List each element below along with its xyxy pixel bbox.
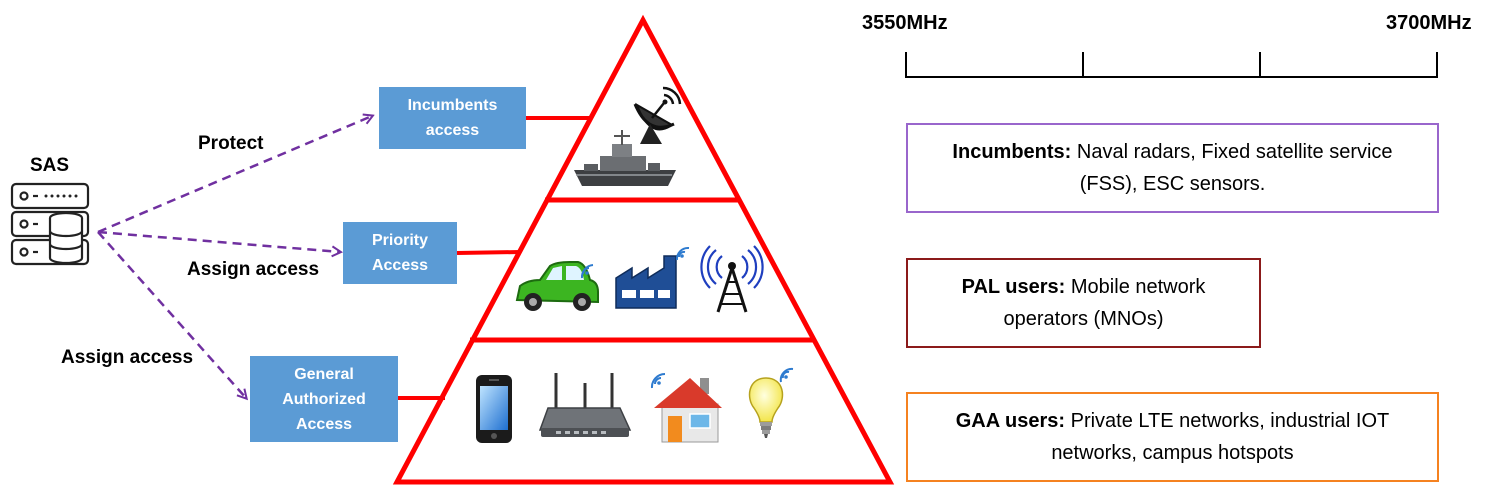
naval-ship-icon [574,130,676,186]
pal-description-head: PAL users: [961,276,1066,298]
sas-label: SAS [30,155,70,176]
general-access-line1: General [294,365,354,383]
incumbents-access-line1: Incumbents [407,97,498,114]
incumbents-description-box: Incumbents: Naval radars, Fixed satellit… [906,123,1439,213]
protect-arrow [97,116,372,234]
assign-access-general-label: Assign access [61,347,194,368]
gaa-description-head: GAA users: [955,410,1066,432]
incumbents-description-head: Incumbents: [952,141,1072,163]
spectrum-start-label: 3550MHz [862,12,948,34]
spectrum-ruler [905,52,1438,78]
pal-description-text1: Mobile network [1065,276,1206,298]
general-access-line3: Access [295,415,353,433]
pal-description-box: PAL users: Mobile network operators (MNO… [906,258,1261,348]
incumbents-access-box: Incumbents access [379,87,526,149]
sas-arrows [97,116,372,398]
assign-general-arrow [97,231,246,398]
gaa-description-box: GAA users: Private LTE networks, industr… [906,392,1439,482]
gaa-description-text2: networks, campus hotspots [1051,442,1294,464]
assign-access-priority-label: Assign access [187,259,320,280]
assign-priority-arrow [97,230,340,252]
house-icon [650,372,722,443]
lightbulb-icon [748,367,794,438]
pal-description-text2: operators (MNOs) [1003,308,1164,330]
spectrum-end-label: 3700MHz [1386,12,1472,34]
car-icon [515,261,599,311]
priority-access-line1: Priority [371,232,428,249]
server-icon [10,182,90,266]
priority-access-line2: Access [371,257,429,274]
incumbents-description-text1: Naval radars, Fixed satellite service [1071,141,1393,163]
incumbents-description-text2: (FSS), ESC sensors. [1079,173,1266,195]
router-icon [538,373,632,437]
general-access-line2: Authorized [282,390,366,408]
satellite-dish-icon [633,86,682,144]
access-pyramid [392,14,895,485]
smartphone-icon [476,375,512,443]
incumbents-access-line2: access [425,122,480,139]
priority-access-box: Priority Access [343,222,457,284]
connector-priority [456,250,521,255]
general-authorized-access-box: General Authorized Access [250,356,398,442]
factory-icon [615,246,690,309]
gaa-description-text1: Private LTE networks, industrial IOT [1065,410,1390,432]
protect-label: Protect [198,133,264,154]
cell-tower-icon [700,245,764,313]
